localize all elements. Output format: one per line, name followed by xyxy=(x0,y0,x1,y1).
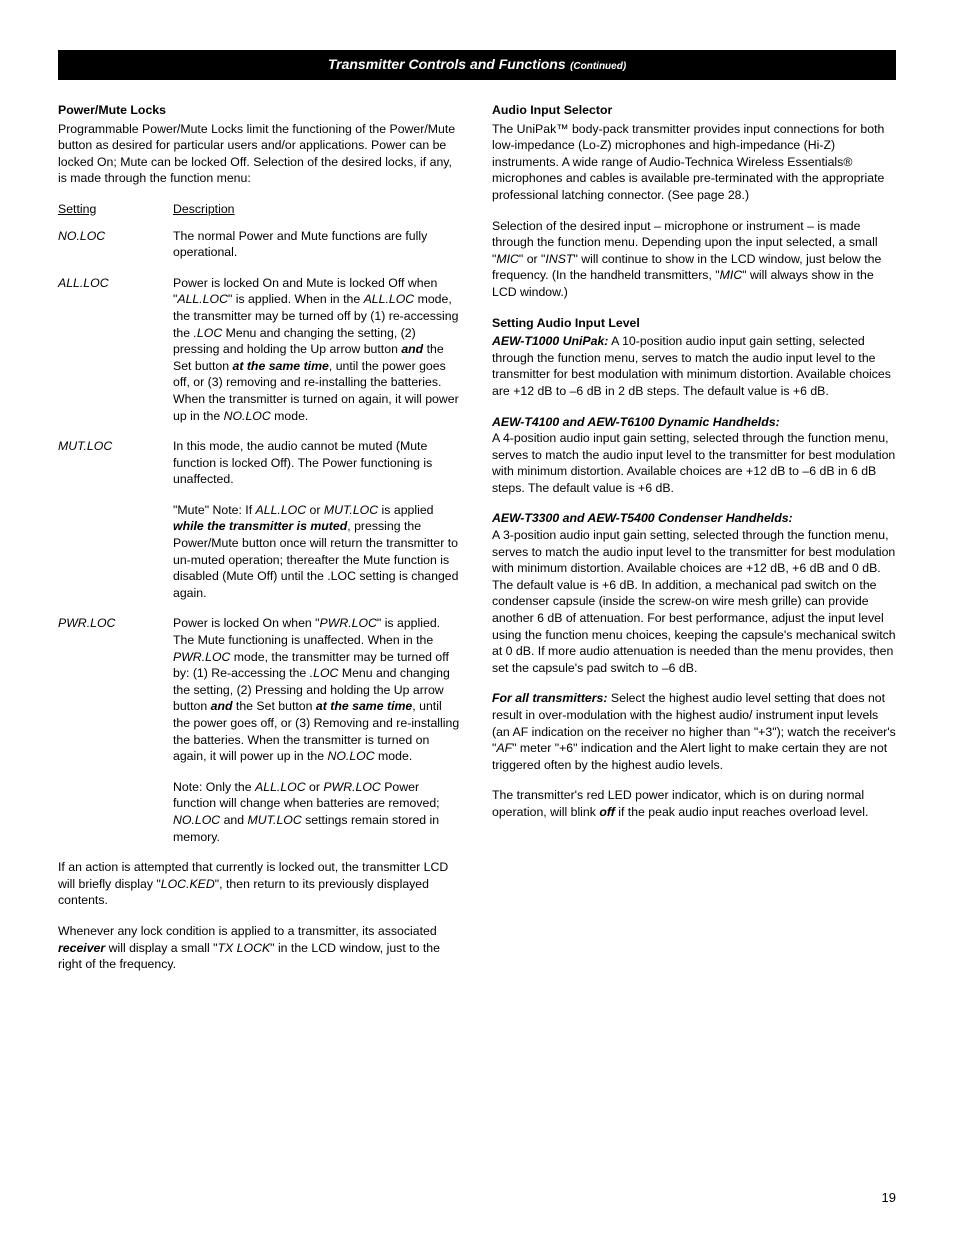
header-title: Transmitter Controls and Functions xyxy=(328,56,566,72)
content-columns: Power/Mute Locks Programmable Power/Mute… xyxy=(58,102,896,987)
t1000-para: AEW-T1000 UniPak: A 10-position audio in… xyxy=(492,333,896,399)
page: Transmitter Controls and Functions (Cont… xyxy=(0,0,954,1235)
condenser-heading: AEW-T3300 and AEW-T5400 Condenser Handhe… xyxy=(492,510,896,527)
settings-header-row: Setting Description xyxy=(58,201,462,218)
mutloc-desc: In this mode, the audio cannot be muted … xyxy=(173,438,462,601)
pwrloc-desc: Power is locked On when "PWR.LOC" is app… xyxy=(173,615,462,845)
row-allloc: ALL.LOC Power is locked On and Mute is l… xyxy=(58,275,462,424)
settings-table: Setting Description NO.LOC The normal Po… xyxy=(58,201,462,845)
txlock-para: Whenever any lock condition is applied t… xyxy=(58,923,462,973)
noloc-desc: The normal Power and Mute functions are … xyxy=(173,228,462,261)
page-number: 19 xyxy=(882,1190,896,1205)
mutloc-name: MUT.LOC xyxy=(58,438,173,601)
allloc-name: ALL.LOC xyxy=(58,275,173,424)
audio-input-heading: Audio Input Selector xyxy=(492,102,896,119)
pwrloc-note: Note: Only the ALL.LOC or PWR.LOC Power … xyxy=(173,779,462,845)
unipak-para: The UniPak™ body-pack transmitter provid… xyxy=(492,121,896,204)
noloc-name: NO.LOC xyxy=(58,228,173,261)
power-mute-heading: Power/Mute Locks xyxy=(58,102,462,119)
allloc-desc: Power is locked On and Mute is locked Of… xyxy=(173,275,462,424)
row-pwrloc: PWR.LOC Power is locked On when "PWR.LOC… xyxy=(58,615,462,845)
input-select-para: Selection of the desired input – microph… xyxy=(492,218,896,301)
th-setting: Setting xyxy=(58,202,96,216)
setting-level-heading: Setting Audio Input Level xyxy=(492,315,896,332)
condenser-para: A 3-position audio input gain setting, s… xyxy=(492,527,896,676)
row-mutloc: MUT.LOC In this mode, the audio cannot b… xyxy=(58,438,462,601)
led-para: The transmitter's red LED power indicato… xyxy=(492,787,896,820)
right-column: Audio Input Selector The UniPak™ body-pa… xyxy=(492,102,896,987)
section-header: Transmitter Controls and Functions (Cont… xyxy=(58,50,896,80)
dynamic-heading: AEW-T4100 and AEW-T6100 Dynamic Handheld… xyxy=(492,414,896,431)
pwrloc-name: PWR.LOC xyxy=(58,615,173,845)
locked-para: If an action is attempted that currently… xyxy=(58,859,462,909)
dynamic-para: A 4-position audio input gain setting, s… xyxy=(492,430,896,496)
mute-note: "Mute" Note: If ALL.LOC or MUT.LOC is ap… xyxy=(173,502,462,602)
header-continued: (Continued) xyxy=(570,61,626,72)
intro-para: Programmable Power/Mute Locks limit the … xyxy=(58,121,462,187)
row-noloc: NO.LOC The normal Power and Mute functio… xyxy=(58,228,462,261)
th-description: Description xyxy=(173,202,235,216)
all-transmitters-para: For all transmitters: Select the highest… xyxy=(492,690,896,773)
left-column: Power/Mute Locks Programmable Power/Mute… xyxy=(58,102,462,987)
